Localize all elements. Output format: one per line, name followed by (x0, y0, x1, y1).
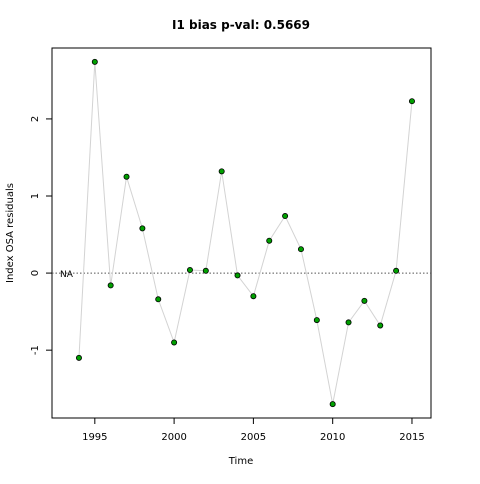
point (91, 58, 98, 65)
x-tick-label: 2015 (399, 432, 424, 443)
y-tick-label: 2 (30, 116, 41, 122)
point (361, 297, 368, 304)
point (139, 225, 146, 232)
x-tick-label: 1995 (82, 432, 107, 443)
point (377, 322, 384, 329)
point (250, 293, 257, 300)
y-tick-label: -1 (30, 345, 41, 355)
y-tick-label: 1 (30, 193, 41, 199)
point (186, 266, 193, 273)
point (345, 319, 352, 326)
point (329, 401, 336, 408)
point (393, 267, 400, 274)
x-tick-label: 2010 (320, 432, 345, 443)
series-line (78, 61, 413, 405)
reference-label: NA (60, 270, 74, 280)
plot-frame (51, 47, 432, 419)
x-axis-label: Time (228, 456, 253, 467)
point (218, 168, 225, 175)
point (282, 213, 289, 220)
point (107, 282, 114, 289)
chart-title: I1 bias p-val: 0.5669 (172, 18, 310, 32)
point (313, 317, 320, 324)
point (123, 173, 130, 180)
point (202, 267, 209, 274)
point (171, 339, 178, 346)
point (75, 354, 82, 361)
y-axis-label: Index OSA residuals (5, 183, 16, 283)
point (266, 237, 273, 244)
x-tick-label: 2000 (161, 432, 186, 443)
point (234, 272, 241, 279)
y-tick-label: 0 (30, 270, 41, 276)
x-tick-label: 2005 (241, 432, 266, 443)
point (297, 246, 304, 253)
point (155, 296, 162, 303)
point (408, 98, 415, 105)
